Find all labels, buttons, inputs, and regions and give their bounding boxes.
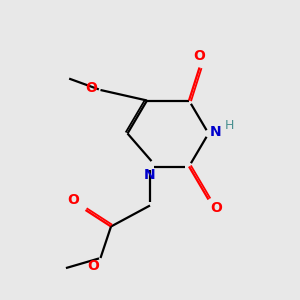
Text: O: O bbox=[210, 201, 222, 215]
Text: N: N bbox=[144, 168, 156, 182]
Text: O: O bbox=[68, 193, 80, 207]
Text: H: H bbox=[225, 118, 234, 132]
Text: O: O bbox=[87, 260, 99, 274]
Text: O: O bbox=[194, 49, 206, 63]
Text: N: N bbox=[210, 125, 222, 139]
Text: O: O bbox=[85, 82, 98, 95]
